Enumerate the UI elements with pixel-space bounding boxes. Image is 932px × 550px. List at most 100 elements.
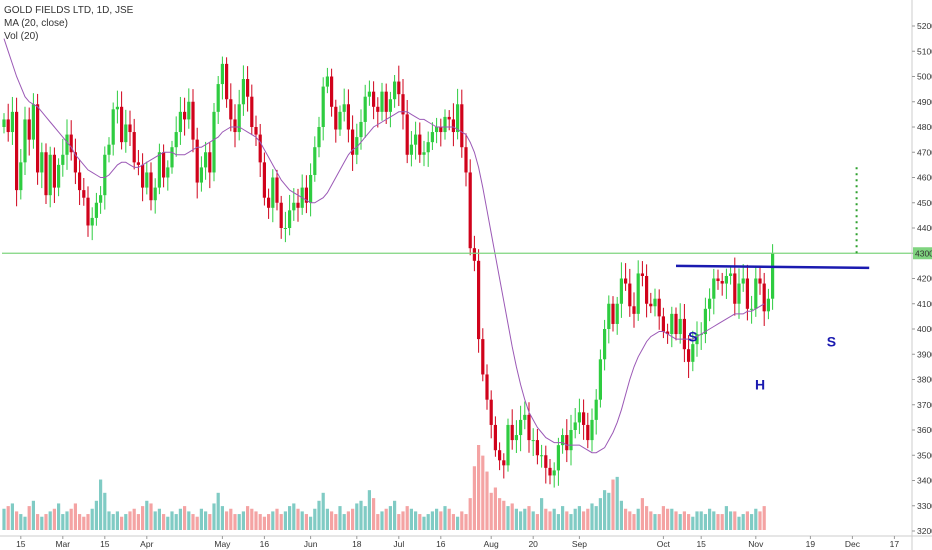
volume-bar [678, 514, 682, 530]
volume-bar [682, 511, 686, 530]
volume-bar [573, 508, 577, 530]
volume-bar [451, 514, 455, 530]
candle-body [489, 399, 493, 425]
candle-body [292, 202, 296, 211]
volume-bar [388, 506, 392, 530]
volume-bar [485, 471, 489, 530]
candle-body [90, 217, 94, 226]
candle-body [397, 81, 401, 95]
y-tick-label: 3400 [917, 476, 932, 486]
volume-bar [464, 514, 468, 530]
candle-body [443, 116, 447, 133]
x-tick-label: Sep [572, 539, 587, 549]
volume-bar [10, 503, 14, 530]
candle-body [468, 172, 472, 249]
candle-body [569, 430, 573, 451]
volume-bar [380, 511, 384, 530]
volume-bar [321, 492, 325, 530]
candle-body [439, 127, 443, 133]
candle-body [212, 111, 216, 173]
volume-bar [27, 506, 31, 530]
candle-body [624, 278, 628, 284]
volume-bar [603, 490, 607, 530]
candle-body [653, 298, 657, 307]
volume-bar [447, 508, 451, 530]
volume-bar [136, 514, 140, 530]
volume-bar [124, 514, 128, 530]
volume-bar [19, 514, 23, 530]
candle-body [145, 172, 149, 188]
x-tick-label: 15 [696, 539, 706, 549]
candle-body [115, 106, 119, 110]
volume-bar [708, 508, 712, 530]
x-tick-label: Apr [140, 539, 153, 549]
y-tick-label: 5100 [917, 46, 932, 56]
y-tick-label: 3800 [917, 375, 932, 385]
candle-body [586, 424, 590, 441]
candle-body [556, 445, 560, 471]
volume-bar [288, 506, 292, 530]
volume-bar [657, 514, 661, 530]
candle-body [741, 278, 745, 284]
volume-bar [640, 498, 644, 530]
candle-body [94, 202, 98, 218]
volume-bar [611, 479, 615, 530]
x-tick-label: Oct [657, 539, 671, 549]
x-tick-label: Jun [304, 539, 318, 549]
volume-bar [48, 511, 52, 530]
candle-body [157, 152, 161, 188]
volume-bar [435, 508, 439, 530]
candle-body [531, 440, 535, 442]
symbol-title[interactable]: GOLD FIELDS LTD, 1D, JSE [4, 5, 134, 16]
volume-bar [246, 506, 250, 530]
candle-body [384, 91, 388, 112]
candle-body [687, 349, 691, 362]
y-tick-label: 4500 [917, 198, 932, 208]
volume-bar [577, 506, 581, 530]
volume-bar [15, 511, 19, 530]
volume-bar [502, 500, 506, 530]
volume-bar [376, 514, 380, 530]
ma-indicator-label[interactable]: MA (20, close) [4, 18, 68, 29]
candle-body [691, 344, 695, 362]
volume-bar [619, 500, 623, 530]
volume-indicator-label[interactable]: Vol (20) [4, 31, 39, 42]
volume-bar [212, 503, 216, 530]
candle-body [577, 412, 581, 423]
volume-bar [267, 514, 271, 530]
candle-body [666, 331, 670, 335]
volume-bar [367, 490, 371, 530]
candle-body [477, 260, 481, 340]
pattern-label-s-0: S [688, 329, 697, 345]
volume-bar [745, 511, 749, 530]
volume-bar [582, 511, 586, 530]
candle-body [254, 127, 258, 135]
candle-body [640, 273, 644, 276]
volume-bar [292, 503, 296, 530]
candle-body [657, 298, 661, 317]
volume-bar [65, 511, 69, 530]
candle-body [514, 435, 518, 441]
candle-body [573, 422, 577, 430]
volume-bar [128, 511, 132, 530]
volume-bar [99, 479, 103, 530]
candle-body [132, 132, 136, 163]
candle-body [376, 106, 380, 112]
volume-bar [94, 500, 98, 530]
candle-body [409, 144, 413, 155]
candle-body [716, 278, 720, 282]
candle-body [649, 303, 653, 307]
last-price-tag-text: 4300 [915, 248, 932, 258]
volume-bar [338, 506, 342, 530]
volume-bar [153, 511, 157, 530]
volume-bar [204, 511, 208, 530]
candle-body [313, 147, 317, 175]
volume-bar [703, 514, 707, 530]
volume-bar [258, 514, 262, 530]
volume-bar [691, 516, 695, 530]
volume-bar [498, 498, 502, 530]
volume-bar [430, 511, 434, 530]
volume-bar [636, 508, 640, 530]
